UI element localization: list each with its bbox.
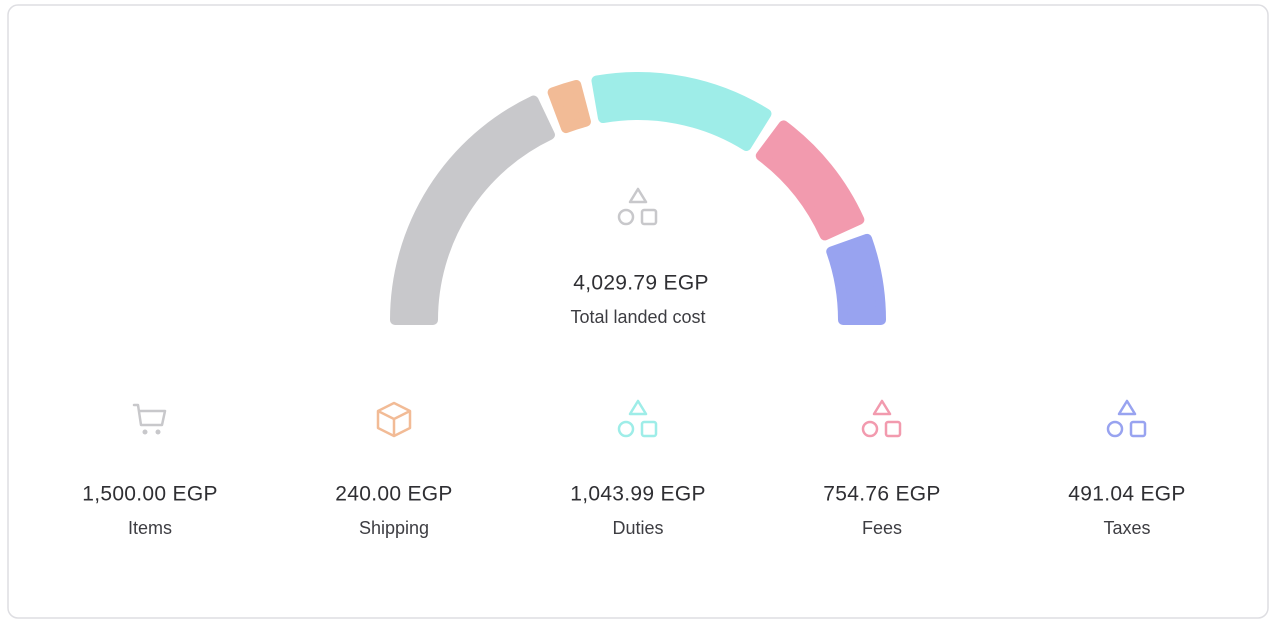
gauge-segment: [591, 72, 772, 151]
total-value: 4,029.79 EGP: [573, 272, 709, 295]
category-label: Items: [128, 518, 172, 538]
total-caption: Total landed cost: [570, 307, 705, 327]
gauge-segment: [390, 95, 555, 325]
category-value: 240.00 EGP: [335, 483, 452, 506]
category-value: 754.76 EGP: [823, 483, 940, 506]
category-value: 491.04 EGP: [1068, 483, 1185, 506]
gauge: [390, 72, 886, 325]
category-value: 1,043.99 EGP: [570, 483, 706, 506]
card-border: [7, 4, 1269, 619]
category-label: Taxes: [1103, 518, 1150, 538]
category-value: 1,500.00 EGP: [82, 483, 218, 506]
gauge-segment: [826, 233, 886, 325]
category-icon: [1106, 399, 1147, 438]
category-icon: [132, 403, 167, 435]
category-label: Shipping: [359, 518, 429, 538]
category-icon: [861, 399, 902, 438]
center-icon: [617, 187, 658, 226]
category-label: Duties: [612, 518, 663, 538]
category-label: Fees: [862, 518, 902, 538]
gauge-segment: [547, 79, 591, 134]
category-icon: [376, 401, 412, 438]
category-icon: [617, 399, 658, 438]
gauge-segment: [755, 120, 865, 241]
